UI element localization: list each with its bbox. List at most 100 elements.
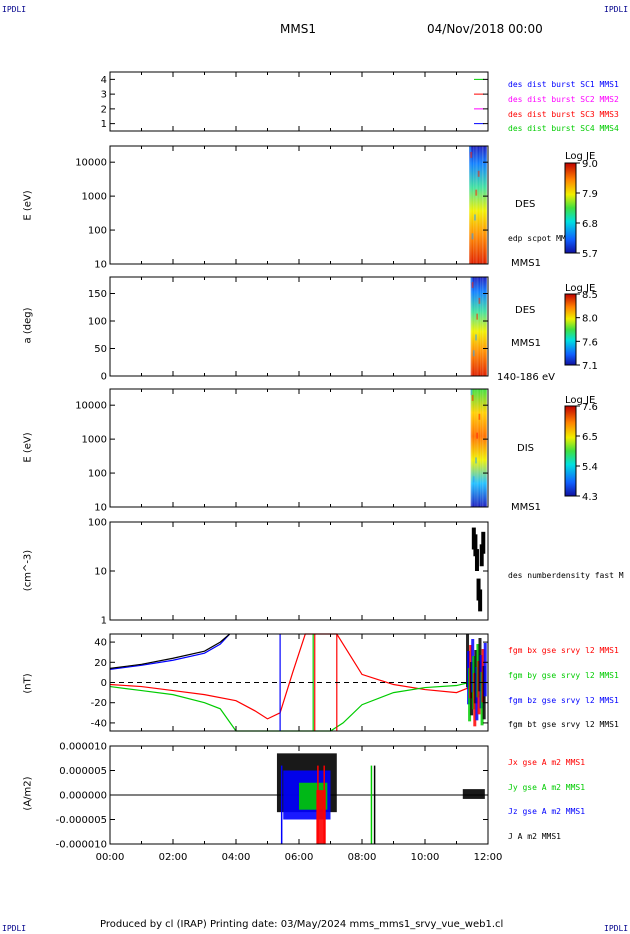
dis-energy-spectrogram-column [484,389,486,507]
des-pitch-spectrogram-patch [475,334,477,341]
dis-energy-spectrogram-column [472,389,475,507]
des-pitch-spectrogram-column [477,277,480,376]
panel5-ytick-label: 100 [88,518,107,529]
panel7-ytick-label: 0.000005 [59,766,107,777]
corner-mark-top-right: IPDLI [604,5,629,14]
des-energy-spectrogram-patch [471,233,474,240]
dis-energy-spectrogram-column [474,389,476,507]
dis-energy-spectrogram-column [471,389,474,507]
des-pitch-spectrogram-column [474,277,476,376]
des-energy-spectrogram-patch [477,170,480,177]
panel7-ytick-label: -0.000005 [56,815,107,826]
dis-energy-spectrogram-patch [476,432,478,439]
dis-energy-spectrogram-column [476,389,478,507]
des-energy-spectrogram-patch [469,146,471,152]
des-energy-spectrogram-patch [475,189,478,196]
current-burst [316,790,326,844]
legend-sc4: des dist burst SC4 MMS4 [508,124,619,133]
panel2-label-des: DES [515,199,536,210]
des-energy-spectrogram-colorbar-label: 9.0 [582,159,598,170]
des-energy-spectrogram-column [477,146,480,264]
des-pitch-spectrogram-patch [470,277,473,283]
dis-energy-spectrogram-patch [470,389,473,395]
panel5-legend-density: des numberdensity fast M [508,571,624,580]
des-pitch-spectrogram-patch [472,350,475,357]
legend-jy: Jy gse A m2 MMS1 [508,783,586,792]
dis-energy-spectrogram-column [480,389,483,507]
des-pitch-spectrogram-column [484,277,486,376]
legend-j: J A m2 MMS1 [508,832,561,841]
des-energy-spectrogram-column [475,146,478,264]
density-point [479,544,484,567]
spacecraft-title: MMS1 [280,22,316,36]
des-energy-spectrogram-column [479,146,481,264]
des-pitch-spectrogram-colorbar-label: 8.5 [582,290,598,301]
dis-energy-spectrogram-column [485,389,487,507]
panel3-label-energy: 140-186 eV [497,372,555,383]
density-point [481,531,486,554]
legend-sc2: des dist burst SC2 MMS2 [508,95,619,104]
dis-energy-spectrogram-colorbar-label: 6.5 [582,432,598,443]
panel4-label-dis: DIS [517,443,534,454]
des-pitch-spectrogram-colorbar-label: 7.1 [582,361,598,372]
x-tick-label: 08:00 [348,852,377,863]
des-pitch-spectrogram-column [471,277,474,376]
des-energy-spectrogram-column [471,146,474,264]
des-energy-spectrogram-patch [470,151,473,158]
panel6-ytick-label: 40 [94,638,107,649]
colorbar3-title: Log JE [565,395,596,406]
panel4-ytick-label: 1000 [82,435,107,446]
des-energy-spectrogram-colorbar-label: 6.8 [582,219,598,230]
panel3-ytick-label: 100 [88,317,107,328]
legend-jx: Jx gse A m2 MMS1 [508,758,586,767]
des-pitch-spectrogram-column [472,277,475,376]
panel5-ytick-label: 10 [94,567,107,578]
des-pitch-spectrogram-column [479,277,482,376]
corner-mark-bottom-right: IPDLI [604,924,629,933]
panel1-ytick-label: 1 [101,119,107,130]
legend-jz: Jz gse A m2 MMS1 [508,807,586,816]
panel2-ytick-label: 10 [94,260,107,271]
colorbar1-title: Log JE [565,151,596,162]
des-pitch-spectrogram-colorbar [564,293,577,366]
panel3-ytick-label: 150 [88,289,107,300]
corner-mark-bottom-left: IPDLI [2,924,27,933]
panel4-label-mms1: MMS1 [511,502,541,513]
current-burst [462,789,485,799]
dis-energy-spectrogram-colorbar-label: 4.3 [582,492,598,503]
des-energy-spectrogram-patch [474,214,476,221]
panel5-frame [109,521,489,621]
legend-bx: fgm bx gse srvy l2 MMS1 [508,646,619,655]
dis-energy-spectrogram-patch [471,394,474,401]
des-energy-spectrogram-column [476,146,479,264]
x-tick-label: 06:00 [285,852,314,863]
des-energy-spectrogram-column [485,146,487,264]
des-energy-spectrogram-colorbar-label: 7.9 [582,189,598,200]
panel1-ytick-label: 2 [101,104,107,115]
des-energy-spectrogram-column [469,146,471,264]
panel3-label-des: DES [515,305,536,316]
des-pitch-spectrogram-column [485,277,487,376]
panel3-frame [109,276,489,377]
density-point [474,549,479,571]
dis-energy-spectrogram-colorbar [564,405,577,497]
des-pitch-spectrogram-column [475,277,477,376]
dis-energy-spectrogram-column [475,389,477,507]
panel2-ytick-label: 10000 [75,158,107,169]
des-pitch-spectrogram-column [476,277,478,376]
density-point [473,534,478,557]
dis-energy-spectrogram-colorbar-label: 5.4 [582,462,598,473]
panel4-frame [109,388,489,508]
des-pitch-spectrogram-patch [471,281,474,288]
des-pitch-spectrogram-patch [478,297,481,304]
dis-energy-spectrogram-column [483,389,485,507]
des-pitch-spectrogram-column [470,277,473,376]
des-pitch-spectrogram-colorbar-label: 7.6 [582,337,598,348]
panel2-ytick-label: 1000 [82,192,107,203]
footer-credits: Produced by cl (IRAP) Printing date: 03/… [100,919,504,930]
panel1-frame [109,71,489,132]
panel1-ytick-label: 4 [101,75,107,86]
x-tick-label: 02:00 [159,852,188,863]
x-tick-label: 04:00 [222,852,251,863]
